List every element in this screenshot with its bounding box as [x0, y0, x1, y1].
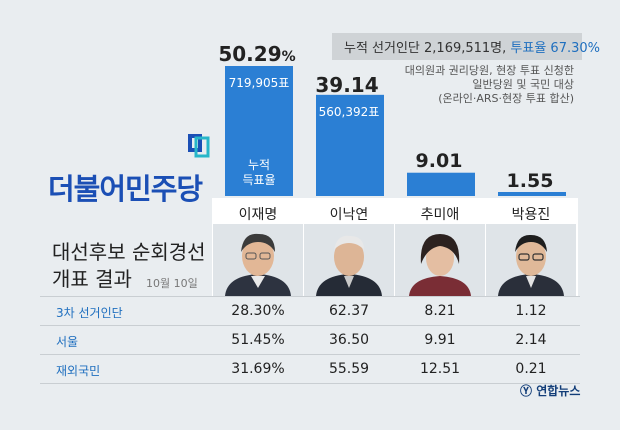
pct-unit: % — [281, 49, 296, 65]
bar-value-label: 50.29% — [212, 42, 302, 66]
cumulative-voters: 누적 선거인단 2,169,511명, — [344, 41, 507, 56]
turnout-rate: 투표율 67.30% — [510, 41, 601, 56]
candidate-name: 박용진 — [511, 207, 551, 223]
vote-count: 719,905표 — [228, 76, 290, 90]
source-logo: Ⓨ 연합뉴스 — [520, 382, 580, 399]
table-cell: 31.69% — [231, 361, 285, 377]
table-cell: 36.50 — [328, 332, 370, 348]
date-label: 10월 10일 — [146, 277, 198, 290]
results-table: 3차 선거인단 28.30% 62.37 8.21 1.12 서울 51.45%… — [40, 296, 580, 384]
table-row: 재외국민 31.69% 55.59 12.51 0.21 — [40, 354, 580, 384]
table-cell: 0.21 — [515, 361, 547, 377]
source-name: 연합뉴스 — [536, 384, 581, 398]
bar-value-label: 39.14 — [315, 73, 379, 97]
table-cell: 8.21 — [424, 303, 456, 319]
table-cell: 51.45% — [231, 332, 285, 348]
note-line: 일반당원 및 국민 대상 — [472, 78, 574, 91]
row-label: 3차 선거인단 — [56, 306, 123, 320]
table-row: 3차 선거인단 28.30% 62.37 8.21 1.12 — [40, 296, 580, 325]
bar-value-label: 9.01 — [415, 150, 463, 172]
pct-value: 50.29 — [218, 42, 282, 66]
table-cell: 28.30% — [231, 303, 285, 319]
cumulative-line: 득표율 — [242, 173, 276, 187]
candidate-portrait — [304, 224, 394, 296]
row-label: 재외국민 — [56, 364, 101, 378]
news-agency-icon: Ⓨ — [520, 384, 533, 398]
turnout-box — [332, 33, 582, 60]
table-cell: 55.59 — [328, 361, 370, 377]
candidate-portrait — [486, 224, 576, 296]
cumulative-label: 누적 득표율 — [225, 158, 293, 188]
table-cell: 2.14 — [515, 332, 547, 348]
party-name: 더불어민주당 — [48, 172, 203, 206]
table-cell: 12.51 — [419, 361, 461, 377]
bar-추미애 — [407, 172, 475, 196]
vote-count: 560,392표 — [318, 105, 380, 119]
bar-이재명 — [225, 66, 293, 196]
cumulative-line: 누적 — [247, 158, 271, 172]
page-title: 대선후보 순회경선 개표 결과 — [52, 239, 206, 293]
row-label: 서울 — [56, 335, 79, 349]
note-line: 대의원과 권리당원, 현장 투표 신청한 — [404, 64, 574, 77]
candidate-portrait — [395, 224, 485, 296]
candidate-portrait — [213, 224, 303, 296]
vote-note: 대의원과 권리당원, 현장 투표 신청한 일반당원 및 국민 대상 (온라인·A… — [405, 64, 574, 106]
turnout-summary: 누적 선거인단 2,169,511명, 투표율 67.30% — [344, 37, 600, 56]
bar-이낙연 — [316, 94, 384, 196]
table-cell: 62.37 — [328, 303, 370, 319]
candidate-name: 추미애 — [420, 207, 460, 223]
bar-박용진 — [498, 191, 566, 196]
bar-value-label: 1.55 — [506, 170, 554, 192]
table-row: 서울 51.45% 36.50 9.91 2.14 — [40, 325, 580, 354]
title-line: 개표 결과 — [52, 267, 132, 291]
candidate-name: 이낙연 — [329, 207, 369, 223]
table-cell: 1.12 — [515, 303, 547, 319]
party-logo-icon — [188, 134, 210, 158]
note-line: (온라인·ARS·현장 투표 합산) — [438, 92, 574, 105]
candidate-name: 이재명 — [238, 207, 278, 223]
table-cell: 9.91 — [424, 332, 456, 348]
title-line: 대선후보 순회경선 — [52, 240, 206, 264]
